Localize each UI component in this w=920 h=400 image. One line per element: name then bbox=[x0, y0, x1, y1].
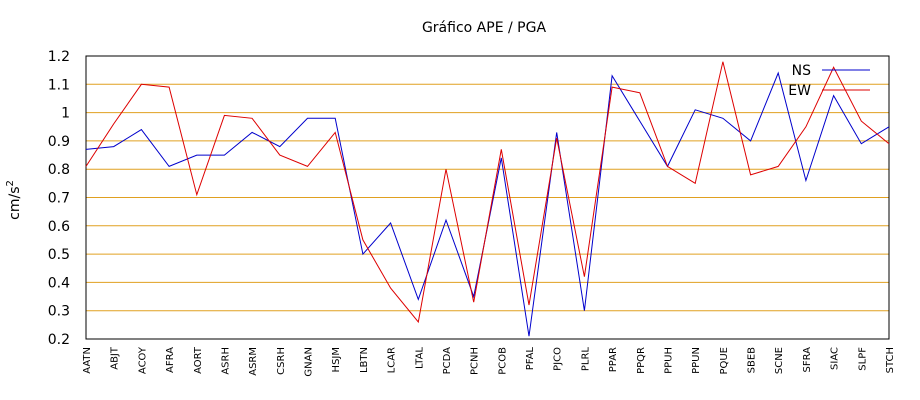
svg-text:cm/s2: cm/s2 bbox=[5, 180, 23, 220]
x-tick-label-ppqr: PPQR bbox=[636, 347, 647, 374]
x-tick-label-scne: SCNE bbox=[774, 347, 785, 374]
x-tick-label-csrh: CSRH bbox=[276, 347, 287, 375]
x-tick-label-asrh: ASRH bbox=[220, 347, 231, 375]
x-tick-label-pcnh: PCNH bbox=[470, 347, 481, 375]
y-tick-label-0.9: 0.9 bbox=[48, 134, 70, 150]
plot-area-border bbox=[85, 55, 890, 340]
x-tick-label-pcda: PCDA bbox=[442, 347, 453, 375]
x-axis-ticks: AATN ABJT ACOY AFRA AORT ASRH ASRM CSRH GNAN HSJM… bbox=[82, 346, 896, 376]
x-tick-label-lbtn: LBTN bbox=[359, 347, 370, 373]
x-tick-label-pcob: PCOB bbox=[497, 347, 508, 375]
y-tick-label-0.3: 0.3 bbox=[48, 304, 70, 320]
y-axis-ticks: 0.2 0.3 0.4 0.5 0.6 0.7 0.8 0.9 1 1.1 1.2 bbox=[48, 49, 70, 348]
y-tick-label-1: 1 bbox=[61, 106, 70, 122]
x-tick-label-ltal: LTAL bbox=[414, 347, 425, 369]
y-axis-label: cm/s2 bbox=[5, 180, 23, 220]
legend-label-ns: NS bbox=[792, 63, 811, 79]
x-tick-label-sbeb: SBEB bbox=[747, 347, 758, 374]
x-tick-label-plrl: PLRL bbox=[580, 347, 591, 372]
y-axis-label-text: cm/s bbox=[7, 187, 23, 220]
grid-lines bbox=[86, 83, 889, 312]
y-tick-label-0.6: 0.6 bbox=[48, 219, 70, 235]
x-tick-label-pque: PQUE bbox=[719, 347, 730, 375]
y-tick-label-0.5: 0.5 bbox=[48, 247, 70, 263]
x-tick-label-slpf: SLPF bbox=[857, 347, 868, 371]
x-tick-label-ppun: PPUN bbox=[691, 347, 702, 374]
x-tick-label-abjt: ABJT bbox=[110, 346, 121, 370]
x-tick-label-acoy: ACOY bbox=[137, 346, 148, 374]
legend-label-ew: EW bbox=[788, 83, 811, 99]
y-tick-label-1.2: 1.2 bbox=[48, 49, 70, 65]
x-tick-label-siac: SIAC bbox=[830, 347, 841, 370]
x-tick-label-asrm: ASRM bbox=[248, 347, 259, 376]
x-tick-label-afra: AFRA bbox=[165, 347, 176, 373]
x-tick-label-aatn: AATN bbox=[82, 347, 93, 374]
y-tick-label-1.1: 1.1 bbox=[48, 77, 70, 93]
series-line-ew bbox=[85, 61, 890, 324]
x-tick-label-ppuh: PPUH bbox=[663, 347, 674, 374]
x-tick-label-stch: STCH bbox=[885, 347, 896, 373]
x-tick-label-gnan: GNAN bbox=[304, 347, 315, 377]
x-tick-label-aort: AORT bbox=[193, 346, 204, 374]
x-tick-label-sfra: SFRA bbox=[802, 347, 813, 373]
x-tick-label-ppar: PPAR bbox=[608, 347, 619, 372]
y-tick-label-0.2: 0.2 bbox=[48, 332, 70, 348]
x-tick-label-pfal: PFAL bbox=[525, 347, 536, 371]
x-tick-label-hsjm: HSJM bbox=[331, 347, 342, 372]
x-tick-label-lcar: LCAR bbox=[387, 347, 398, 373]
y-tick-label-0.4: 0.4 bbox=[48, 275, 70, 291]
legend: NS EW bbox=[788, 63, 870, 99]
y-tick-label-0.7: 0.7 bbox=[48, 191, 70, 207]
x-tick-label-pjco: PJCO bbox=[553, 347, 564, 371]
chart-title: Gráfico APE / PGA bbox=[422, 20, 546, 36]
y-axis-label-superscript: 2 bbox=[5, 180, 16, 186]
series-lines bbox=[85, 61, 890, 337]
y-tick-label-0.8: 0.8 bbox=[48, 162, 70, 178]
